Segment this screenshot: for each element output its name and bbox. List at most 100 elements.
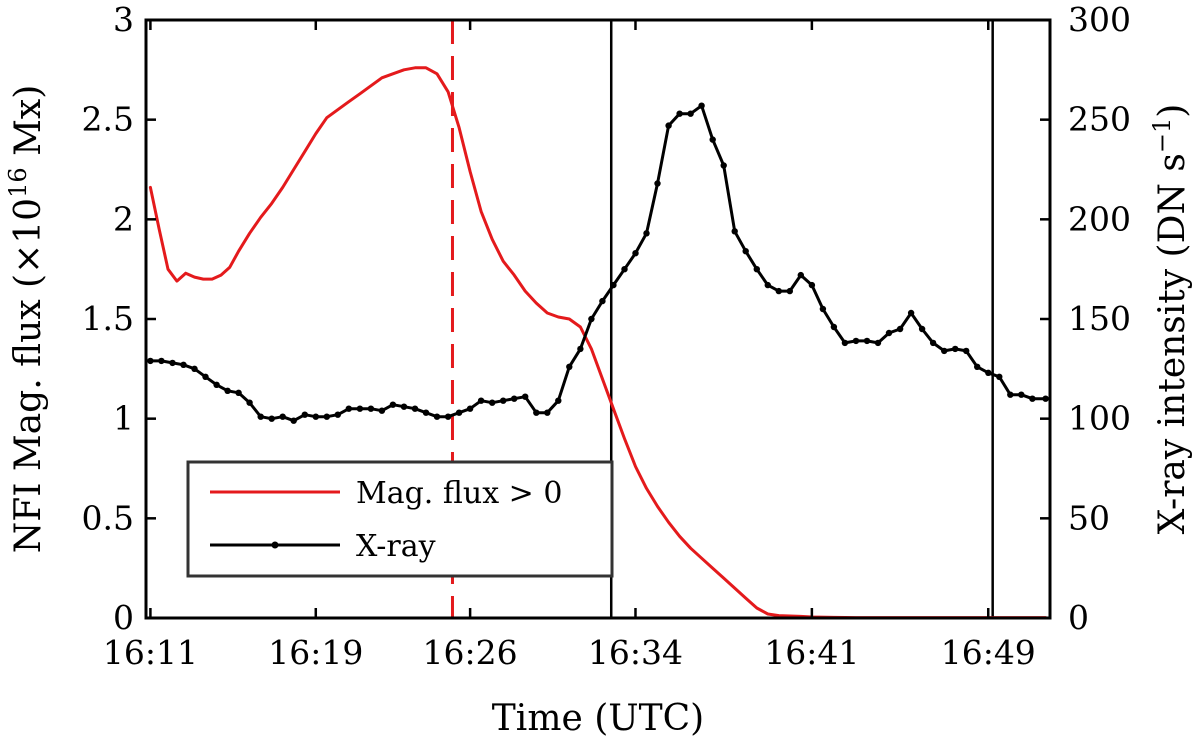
xray-point bbox=[444, 413, 452, 420]
xray-point bbox=[643, 230, 650, 237]
xray-point bbox=[378, 407, 386, 414]
xray-point bbox=[985, 369, 992, 376]
xray-point bbox=[852, 337, 860, 345]
y-right-tick-label: 100 bbox=[1068, 399, 1131, 438]
series-line-xray bbox=[148, 104, 1048, 423]
xray-point bbox=[742, 248, 749, 255]
xray-point bbox=[422, 409, 430, 416]
xray-point bbox=[952, 345, 959, 353]
xray-point bbox=[213, 381, 220, 388]
xray-point bbox=[841, 339, 849, 347]
x-tick-label: 16:34 bbox=[588, 633, 683, 672]
xray-point bbox=[676, 110, 683, 117]
y-left-tick-label: 3 bbox=[113, 0, 134, 39]
xray-point bbox=[511, 395, 518, 402]
xray-point bbox=[279, 413, 286, 420]
xray-point bbox=[522, 393, 529, 400]
xray-point bbox=[1042, 395, 1049, 402]
xray-point bbox=[158, 357, 165, 365]
xray-point bbox=[1029, 395, 1036, 402]
xray-point bbox=[566, 363, 573, 370]
xray-point bbox=[687, 110, 694, 117]
y-left-tick-label: 2 bbox=[113, 199, 134, 238]
series-layer bbox=[147, 66, 1049, 620]
xray-point bbox=[246, 399, 253, 406]
y-right-tick-label: 300 bbox=[1068, 0, 1131, 39]
y-left-tick-label: 0 bbox=[113, 598, 134, 637]
xray-point bbox=[808, 281, 816, 289]
xray-point bbox=[918, 325, 926, 333]
xray-point bbox=[433, 413, 441, 420]
xray-point bbox=[720, 162, 727, 169]
xray-point bbox=[389, 401, 397, 408]
xray-point bbox=[654, 180, 661, 187]
xray-point bbox=[731, 228, 738, 235]
y-right-axis-title: X-ray intensity (DN s−1) bbox=[1148, 104, 1193, 535]
xray-point bbox=[698, 102, 705, 109]
y-left-tick-label: 1.5 bbox=[82, 299, 134, 338]
y-left-axis-title: NFI Mag. flux (×1016 Mx) bbox=[4, 85, 49, 554]
x-tick-label: 16:41 bbox=[764, 633, 859, 672]
xray-point bbox=[941, 347, 948, 355]
y-right-tick-label: 200 bbox=[1068, 199, 1131, 238]
xray-point bbox=[411, 405, 419, 412]
x-axis-title: Time (UTC) bbox=[492, 698, 704, 739]
xray-point bbox=[147, 357, 154, 365]
xray-point bbox=[929, 339, 937, 347]
xray-point bbox=[455, 409, 463, 416]
xray-point bbox=[665, 122, 672, 129]
y-right-tick-label: 50 bbox=[1068, 498, 1110, 537]
xray-point bbox=[896, 325, 904, 333]
xray-point bbox=[830, 323, 838, 331]
xray-point bbox=[533, 409, 540, 416]
xray-point bbox=[786, 287, 793, 295]
xray-point bbox=[257, 413, 264, 420]
legend-marker-xray bbox=[271, 541, 279, 549]
xray-point bbox=[1007, 391, 1014, 398]
legend-label-mag-flux: Mag. flux > 0 bbox=[356, 476, 562, 511]
xray-point bbox=[863, 337, 871, 345]
y-right-label-unit: ) bbox=[1152, 104, 1193, 118]
x-tick-label: 16:26 bbox=[423, 633, 518, 672]
xray-point bbox=[191, 365, 198, 372]
xray-point bbox=[709, 136, 716, 143]
y-left-label-main: NFI Mag. flux (×10 bbox=[8, 198, 49, 553]
axis-ticks: 16:11 16:19 16:26 16:34 16:41 16:49 0 0.5 1 1.5 2 2… bbox=[82, 0, 1131, 672]
y-right-label-exponent: −1 bbox=[1148, 118, 1176, 153]
y-right-tick-label: 150 bbox=[1068, 299, 1131, 338]
xray-point bbox=[753, 266, 760, 273]
legend-label-xray: X-ray bbox=[356, 529, 436, 564]
y-left-label-exponent: 16 bbox=[4, 167, 32, 198]
xray-point bbox=[489, 399, 496, 406]
legend-box bbox=[186, 460, 614, 578]
xray-point bbox=[367, 405, 375, 412]
xray-point bbox=[466, 405, 474, 412]
xray-point bbox=[577, 345, 584, 353]
xray-point bbox=[477, 397, 485, 404]
x-tick-label: 16:49 bbox=[941, 633, 1036, 672]
xray-point bbox=[599, 297, 606, 305]
x-tick-label: 16:11 bbox=[103, 633, 198, 672]
xray-point bbox=[555, 397, 562, 404]
xray-point bbox=[400, 403, 408, 410]
xray-point bbox=[632, 250, 639, 257]
xray-point bbox=[312, 413, 319, 420]
xray-point bbox=[963, 347, 970, 355]
xray-point bbox=[301, 411, 308, 418]
xray-point bbox=[775, 287, 782, 295]
xray-point bbox=[345, 405, 352, 412]
xray-point bbox=[290, 417, 297, 424]
xray-point bbox=[874, 339, 882, 347]
xray-point bbox=[356, 405, 364, 412]
xray-point bbox=[885, 329, 893, 337]
xray-point bbox=[268, 415, 275, 422]
y-left-tick-label: 0.5 bbox=[82, 498, 134, 537]
xray-point bbox=[764, 281, 771, 289]
xray-point bbox=[1018, 391, 1025, 398]
xray-point bbox=[169, 359, 176, 367]
xray-point bbox=[323, 413, 330, 420]
legend: Mag. flux > 0 X-ray bbox=[186, 460, 614, 578]
y-right-tick-label: 0 bbox=[1068, 598, 1089, 637]
y-right-label-main: X-ray intensity (DN s bbox=[1152, 153, 1193, 534]
